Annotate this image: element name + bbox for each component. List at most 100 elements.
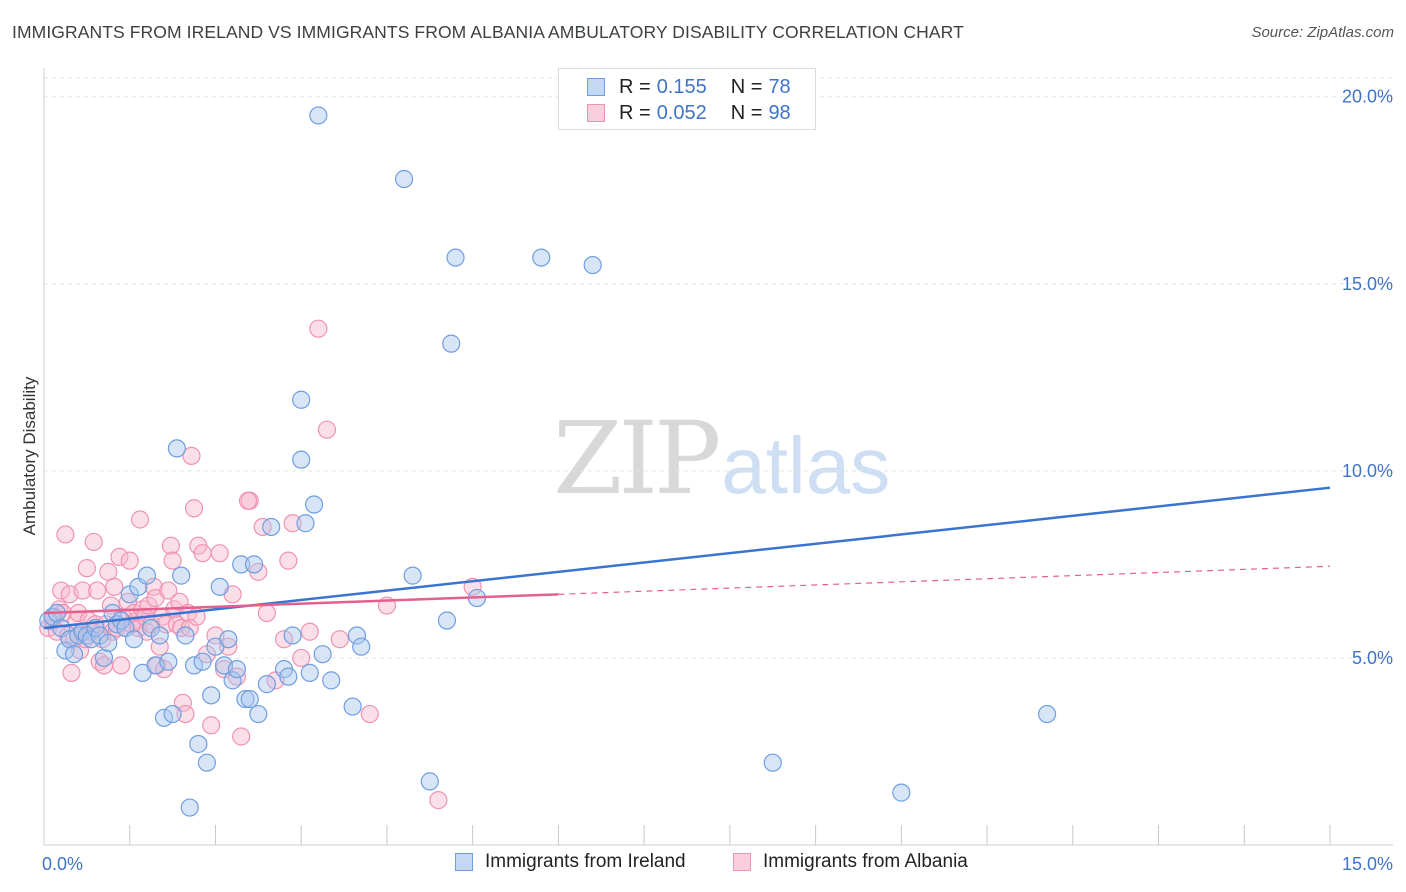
legend-r-value: 0.155 (656, 75, 707, 98)
data-point-ireland (99, 633, 118, 653)
legend-n-label: N = (730, 101, 763, 124)
data-point-albania (120, 551, 139, 570)
data-point-ireland (279, 667, 298, 686)
legend-row-albania: R = 0.052 N = 98 (587, 100, 791, 126)
data-point-ireland (322, 671, 341, 690)
data-point-ireland (227, 660, 246, 679)
data-point-ireland (1037, 704, 1057, 724)
data-point-albania (232, 727, 251, 746)
series-swatch-ireland (455, 853, 473, 871)
series-label-albania: Immigrants from Albania (763, 851, 968, 872)
data-point-ireland (172, 566, 191, 585)
trend-line-extension-albania (558, 565, 1331, 595)
data-point-ireland (193, 652, 212, 671)
data-point-ireland (236, 689, 255, 709)
data-point-ireland (189, 734, 208, 754)
data-point-albania (202, 716, 221, 735)
data-point-ireland (167, 439, 186, 458)
data-point-ireland (892, 783, 911, 802)
data-point-albania (84, 532, 103, 552)
data-point-albania (182, 446, 201, 465)
legend-swatch-albania (587, 104, 605, 122)
data-point-ireland (176, 626, 195, 645)
legend-n-label: N = (730, 75, 763, 98)
data-point-ireland (124, 630, 144, 649)
data-point-albania (210, 544, 229, 563)
data-point-ireland (94, 648, 114, 668)
legend-r-value: 0.052 (656, 101, 707, 124)
data-point-albania (317, 420, 337, 439)
data-point-ireland (283, 626, 302, 645)
legend-r-label: R = (619, 75, 651, 98)
series-legend-albania: Immigrants from Albania (733, 851, 968, 873)
data-point-albania (88, 581, 107, 600)
series-legend: Immigrants from Ireland Immigrants from … (0, 851, 1406, 877)
data-point-ireland (197, 753, 216, 772)
x-tick-label-min: 0.0% (42, 854, 83, 874)
data-point-albania (283, 514, 302, 533)
data-point-albania (219, 637, 238, 656)
data-point-ireland (313, 645, 332, 664)
data-point-albania (56, 525, 75, 544)
data-point-albania (159, 581, 178, 600)
y-tick-label: 20.0% (1342, 87, 1393, 107)
y-tick-label: 5.0% (1352, 648, 1393, 668)
data-point-ireland (442, 334, 461, 353)
x-tick-label-max: 15.0% (1342, 854, 1393, 874)
legend-swatch-ireland (587, 78, 605, 96)
data-point-ireland (163, 704, 182, 724)
data-point-ireland (219, 630, 238, 649)
data-point-ireland (420, 772, 439, 791)
data-point-albania (300, 622, 319, 641)
data-point-ireland (257, 675, 277, 694)
data-point-ireland (446, 248, 465, 267)
data-point-ireland (300, 663, 319, 682)
trend-line-albania (43, 593, 559, 615)
data-point-ireland (244, 555, 264, 574)
data-point-ireland (532, 248, 551, 267)
data-point-albania (173, 693, 192, 712)
data-point-ireland (309, 106, 328, 125)
data-point-ireland (403, 566, 422, 585)
data-point-ireland (202, 686, 221, 705)
data-point-albania (161, 536, 180, 555)
data-point-ireland (296, 514, 315, 533)
data-point-albania (144, 577, 163, 596)
data-point-ireland (343, 697, 362, 716)
data-point-albania (77, 559, 96, 578)
data-point-ireland (240, 689, 259, 709)
data-point-ireland (292, 390, 311, 409)
watermark: ZIPatlas (553, 400, 890, 517)
data-point-ireland (64, 645, 84, 664)
data-point-ireland (347, 626, 367, 645)
series-swatch-albania (733, 853, 751, 871)
data-point-ireland (304, 495, 324, 514)
data-point-albania (73, 581, 92, 600)
legend-n-value: 78 (768, 75, 791, 98)
data-point-albania (429, 791, 448, 810)
data-point-albania (130, 510, 150, 529)
data-point-albania (360, 704, 379, 724)
data-point-albania (176, 704, 195, 724)
data-point-ireland (763, 753, 782, 772)
data-point-ireland (150, 626, 169, 645)
data-point-albania (110, 547, 129, 567)
data-point-ireland (180, 798, 199, 817)
legend-r-label: R = (619, 101, 651, 124)
legend-n-value: 98 (768, 101, 791, 124)
data-point-albania (163, 551, 182, 570)
data-point-albania (193, 544, 212, 563)
series-legend-ireland: Immigrants from Ireland (455, 851, 686, 873)
data-point-albania (292, 648, 311, 668)
data-point-ireland (137, 566, 156, 585)
data-point-ireland (437, 611, 457, 630)
watermark-zip: ZIP (553, 400, 721, 517)
y-tick-label: 15.0% (1342, 274, 1393, 294)
chart-title: IMMIGRANTS FROM IRELAND VS IMMIGRANTS FR… (12, 22, 964, 42)
watermark-atlas: atlas (721, 421, 891, 510)
data-point-albania (279, 551, 298, 570)
data-point-ireland (159, 652, 178, 671)
source-label: Source: ZipAtlas.com (1251, 24, 1394, 41)
legend-row-ireland: R = 0.155 N = 78 (587, 74, 791, 100)
data-point-albania (257, 603, 277, 623)
